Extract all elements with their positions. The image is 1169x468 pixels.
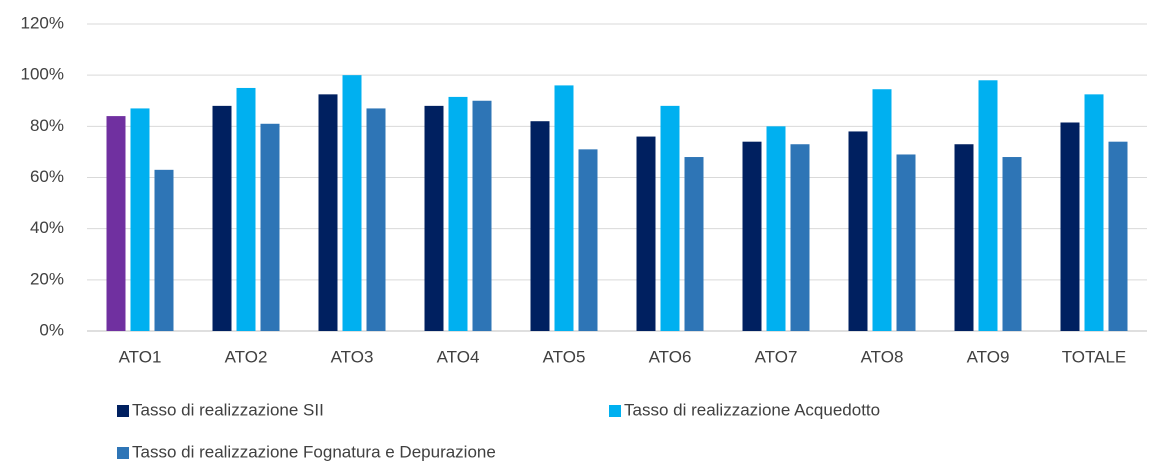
y-tick-label: 120%: [21, 13, 64, 32]
bar: [578, 149, 598, 331]
bar: [342, 75, 362, 332]
legend-swatch: [117, 405, 129, 417]
legend-swatch: [117, 447, 129, 459]
bar: [1002, 157, 1022, 331]
legend-label: Tasso di realizzazione Fognatura e Depur…: [132, 442, 496, 461]
bar: [790, 144, 810, 331]
bar: [366, 108, 386, 331]
y-tick-label: 40%: [30, 218, 64, 237]
bar: [130, 108, 150, 331]
legend-label: Tasso di realizzazione SII: [132, 400, 324, 419]
bar: [106, 116, 126, 331]
bar: [872, 89, 892, 331]
x-tick-label: ATO2: [225, 347, 268, 366]
bar: [1084, 94, 1104, 332]
bar: [154, 169, 174, 331]
bar: [1060, 122, 1080, 331]
x-tick-label: TOTALE: [1062, 347, 1127, 366]
x-tick-label: ATO3: [331, 347, 374, 366]
x-tick-label: ATO6: [649, 347, 692, 366]
bar: [742, 141, 762, 331]
bar: [318, 94, 338, 332]
x-tick-label: ATO5: [543, 347, 586, 366]
legend-label: Tasso di realizzazione Acquedotto: [624, 400, 880, 419]
bar: [896, 154, 916, 331]
x-tick-label: ATO1: [119, 347, 162, 366]
y-tick-label: 0%: [39, 320, 64, 339]
bar: [448, 96, 468, 331]
bar: [660, 105, 680, 331]
bar: [530, 121, 550, 331]
x-tick-label: ATO7: [755, 347, 798, 366]
x-tick-label: ATO8: [861, 347, 904, 366]
bar: [236, 87, 256, 331]
bar: [954, 144, 974, 331]
bar: [766, 126, 786, 331]
bar: [472, 100, 492, 331]
bar: [1108, 141, 1128, 331]
bar: [260, 123, 280, 332]
bar: [684, 157, 704, 331]
y-tick-label: 100%: [21, 65, 64, 84]
bar: [212, 105, 232, 331]
y-tick-label: 80%: [30, 116, 64, 135]
bar: [636, 136, 656, 331]
x-tick-label: ATO4: [437, 347, 480, 366]
bar: [424, 105, 444, 331]
bar: [848, 131, 868, 331]
bar: [978, 80, 998, 332]
legend-swatch: [609, 405, 621, 417]
x-tick-label: ATO9: [967, 347, 1010, 366]
bar: [554, 85, 574, 332]
y-tick-label: 60%: [30, 167, 64, 186]
y-tick-label: 20%: [30, 269, 64, 288]
